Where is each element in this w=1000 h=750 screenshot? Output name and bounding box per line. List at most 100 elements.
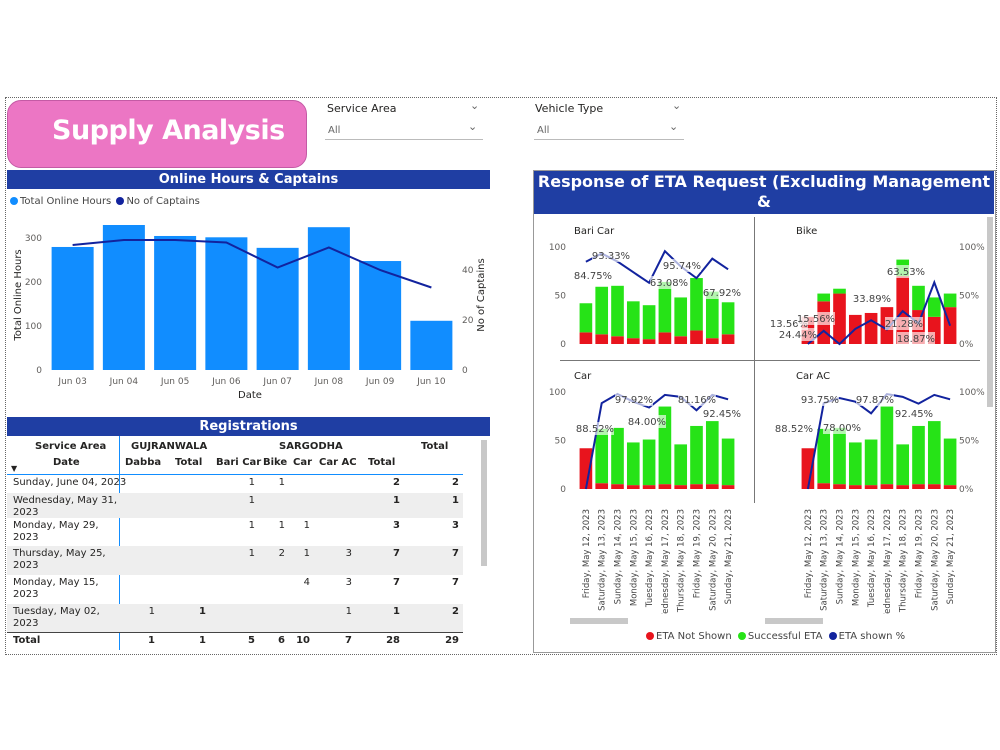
header-bike[interactable]: Bike — [263, 457, 288, 468]
eta-not-shown-bar[interactable] — [848, 485, 862, 489]
online-hours-bar[interactable] — [205, 237, 248, 370]
successful-eta-bar[interactable] — [658, 281, 672, 333]
successful-eta-bar[interactable] — [848, 442, 862, 486]
eta-not-shown-bar[interactable] — [674, 336, 688, 344]
online-hours-bar[interactable] — [154, 235, 197, 370]
successful-eta-bar[interactable] — [611, 427, 624, 485]
eta-not-shown-bar[interactable] — [833, 484, 846, 489]
successful-eta-bar[interactable] — [721, 302, 735, 335]
data-label-bg — [779, 328, 817, 341]
x-tick-label: Friday, May 12, 2023 — [804, 509, 814, 598]
eta-not-shown-bar[interactable] — [705, 484, 719, 489]
online-hours-bar[interactable] — [256, 247, 299, 370]
header-dabba[interactable]: Dabba — [125, 457, 162, 468]
eta-not-shown-bar[interactable] — [579, 448, 593, 489]
eta-not-shown-bar[interactable] — [705, 338, 719, 344]
successful-eta-bar[interactable] — [595, 428, 609, 484]
eta-h-scrollbar-left[interactable] — [570, 618, 628, 624]
eta-not-shown-bar[interactable] — [626, 485, 640, 489]
eta-not-shown-bar[interactable] — [721, 334, 735, 344]
table-row[interactable]: Thursday, May 25, 2023 1 2 1 3 7 7 — [7, 546, 463, 575]
header-date[interactable]: Date — [53, 457, 80, 468]
eta-not-shown-bar[interactable] — [674, 485, 688, 489]
eta-not-shown-bar[interactable] — [864, 312, 878, 344]
online-hours-bar[interactable] — [359, 261, 402, 370]
successful-eta-bar[interactable] — [927, 421, 941, 485]
eta-not-shown-bar[interactable] — [864, 485, 878, 489]
table-row[interactable]: Wednesday, May 31, 2023 1 1 1 — [7, 493, 463, 518]
successful-eta-bar[interactable] — [943, 293, 957, 308]
eta-not-shown-bar[interactable] — [626, 338, 640, 344]
table-row[interactable]: Monday, May 29, 2023 1 1 1 3 3 — [7, 518, 463, 546]
eta-not-shown-bar[interactable] — [658, 484, 672, 489]
header-bari-car[interactable]: Bari Car — [216, 457, 262, 468]
successful-eta-bar[interactable] — [833, 288, 846, 294]
eta-not-shown-bar[interactable] — [642, 485, 656, 489]
successful-eta-bar[interactable] — [912, 285, 925, 311]
online-hours-bar[interactable] — [410, 320, 453, 370]
online-hours-bar[interactable] — [51, 246, 94, 370]
successful-eta-bar[interactable] — [817, 293, 831, 302]
successful-eta-bar[interactable] — [864, 439, 878, 486]
successful-eta-bar[interactable] — [642, 439, 656, 486]
successful-eta-bar[interactable] — [674, 297, 688, 337]
online-chart-title: Online Hours & Captains — [7, 170, 490, 189]
successful-eta-bar[interactable] — [579, 303, 593, 333]
successful-eta-bar[interactable] — [943, 438, 957, 486]
header-car[interactable]: Car — [293, 457, 313, 468]
eta-not-shown-bar[interactable] — [912, 484, 925, 489]
eta-not-shown-bar[interactable] — [579, 332, 593, 344]
successful-eta-bar[interactable] — [880, 406, 894, 485]
x-tick-label: Thursday, May 18, 2023 — [899, 509, 909, 613]
sort-down-icon[interactable]: ▼ — [11, 464, 18, 473]
successful-eta-bar[interactable] — [705, 291, 719, 339]
service-area-header-chevron-icon[interactable]: ⌄ — [470, 99, 480, 112]
successful-eta-bar[interactable] — [705, 421, 719, 485]
eta-not-shown-bar[interactable] — [595, 483, 609, 489]
successful-eta-bar[interactable] — [674, 444, 688, 486]
table-row[interactable]: Sunday, June 04, 2023 1 1 2 2 — [7, 475, 463, 493]
eta-not-shown-bar[interactable] — [658, 332, 672, 344]
eta-not-shown-bar[interactable] — [833, 293, 846, 344]
successful-eta-bar[interactable] — [626, 301, 640, 339]
successful-eta-bar[interactable] — [690, 278, 703, 331]
header-gujranwala-total[interactable]: Total — [175, 457, 203, 468]
online-hours-bar[interactable] — [102, 225, 145, 370]
x-tick-label: Jun 07 — [262, 377, 291, 387]
eta-not-shown-bar[interactable] — [817, 483, 831, 489]
eta-not-shown-bar[interactable] — [721, 485, 735, 489]
eta-not-shown-bar[interactable] — [880, 484, 894, 489]
successful-eta-bar[interactable] — [927, 297, 941, 317]
service-area-dropdown[interactable]: All ⌄ — [325, 120, 483, 140]
successful-eta-bar[interactable] — [611, 285, 624, 337]
eta-scrollbar[interactable] — [987, 217, 993, 407]
successful-eta-bar[interactable] — [817, 428, 831, 484]
header-sargodha-total[interactable]: Total — [368, 457, 396, 468]
successful-eta-bar[interactable] — [642, 305, 656, 340]
successful-eta-bar[interactable] — [721, 438, 735, 486]
eta-not-shown-bar[interactable] — [896, 485, 910, 489]
eta-not-shown-bar[interactable] — [927, 484, 941, 489]
successful-eta-bar[interactable] — [595, 286, 609, 335]
table-row[interactable]: Tuesday, May 02, 2023 1 1 1 1 2 — [7, 604, 463, 632]
successful-eta-bar[interactable] — [690, 425, 703, 485]
header-car-ac[interactable]: Car AC — [319, 457, 357, 468]
eta-h-scrollbar-right[interactable] — [765, 618, 823, 624]
eta-not-shown-bar[interactable] — [595, 334, 609, 344]
eta-not-shown-bar[interactable] — [611, 336, 624, 344]
eta-not-shown-bar[interactable] — [801, 448, 815, 489]
successful-eta-bar[interactable] — [896, 444, 910, 486]
eta-not-shown-bar[interactable] — [611, 484, 624, 489]
registrations-scrollbar[interactable] — [481, 440, 487, 566]
online-hours-bar[interactable] — [307, 227, 350, 370]
successful-eta-bar[interactable] — [912, 425, 925, 485]
eta-not-shown-bar[interactable] — [690, 484, 703, 489]
vehicle-type-header-chevron-icon[interactable]: ⌄ — [672, 99, 682, 112]
table-row[interactable]: Monday, May 15, 2023 4 3 7 7 — [7, 575, 463, 604]
successful-eta-bar[interactable] — [626, 442, 640, 486]
eta-not-shown-bar[interactable] — [642, 339, 656, 344]
vehicle-type-dropdown[interactable]: All ⌄ — [534, 120, 684, 140]
successful-eta-bar[interactable] — [833, 427, 846, 485]
eta-not-shown-bar[interactable] — [943, 485, 957, 489]
eta-not-shown-bar[interactable] — [690, 330, 703, 344]
